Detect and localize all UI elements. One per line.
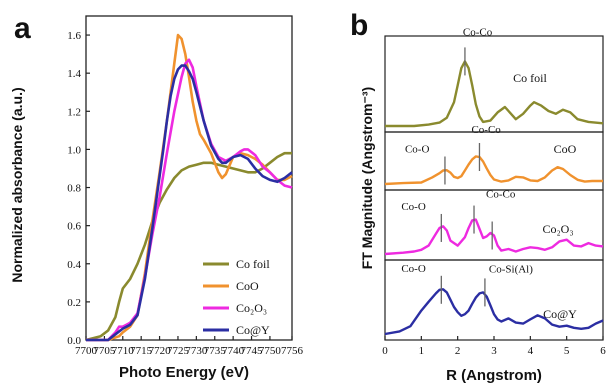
peak-label: Co-Si(Al) bbox=[489, 263, 533, 275]
y-tick-label-a: 0.0 bbox=[67, 335, 81, 347]
peak-label: Co-Co bbox=[463, 26, 493, 38]
x-tick-label-a: 7710 bbox=[112, 345, 135, 357]
y-tick-label-a: 0.6 bbox=[67, 221, 81, 233]
peak-label: Co-O bbox=[401, 201, 426, 213]
series-line-coy bbox=[86, 64, 293, 342]
legend-label: Co@Y bbox=[236, 323, 270, 337]
panel-b: b Co foil Co-Co CoO Co-O Co-Co Co₂O₃ Co-O Co-Co… bbox=[350, 9, 606, 384]
series-lines-a bbox=[85, 33, 293, 342]
subpanel-label: Co@Y bbox=[543, 307, 577, 321]
y-tick-label-a: 0.2 bbox=[67, 297, 81, 309]
x-tick-label-a: 7750 bbox=[259, 345, 282, 357]
y-tick-label-a: 1.2 bbox=[67, 106, 81, 118]
x-tick-label-b: 0 bbox=[382, 345, 388, 357]
panel-label-a: a bbox=[14, 12, 31, 45]
panel-a: a 77007705771077157720772577307735774077… bbox=[9, 12, 304, 381]
y-axis-label-b: FT Magnitude (Angstrom⁻³) bbox=[359, 87, 375, 269]
legend-label: Co foil bbox=[236, 257, 270, 271]
y-tick-label-a: 1.6 bbox=[67, 30, 81, 42]
series-line-coo bbox=[86, 58, 293, 342]
x-tick-label-a: 7735 bbox=[204, 345, 227, 357]
peak-label: Co-Co bbox=[486, 189, 516, 201]
y-tick-label-a: 0.8 bbox=[67, 183, 81, 195]
x-tick-label-b: 5 bbox=[564, 345, 570, 357]
x-tick-label-b: 2 bbox=[455, 345, 461, 357]
plot-frame-a bbox=[85, 15, 293, 341]
x-tick-label-a: 7725 bbox=[167, 345, 190, 357]
x-tick-label-a: 7745 bbox=[241, 345, 264, 357]
series-line-coo bbox=[86, 33, 293, 342]
x-tick-label-a: 7720 bbox=[149, 345, 172, 357]
y-axis-label-a: Normalized absorbance (a.u.) bbox=[9, 87, 25, 282]
subpanels-b: Co foil Co-Co CoO Co-O Co-Co Co₂O₃ Co-O Co-Co Co… bbox=[384, 26, 604, 341]
x-tick-label-b: 6 bbox=[600, 345, 606, 357]
peak-label: Co-O bbox=[401, 263, 426, 275]
axis-ticks-a: 7700770577107715772077257730773577407745… bbox=[67, 30, 303, 357]
subpanel-frame bbox=[384, 131, 604, 191]
peak-label: Co-O bbox=[405, 144, 430, 156]
subpanel-label: Co foil bbox=[513, 71, 547, 85]
axis-ticks-b: 0 1 2 3 4 5 6 bbox=[382, 336, 606, 357]
peak-label: Co-Co bbox=[471, 124, 501, 136]
legend-label: Co₂O₃ bbox=[236, 301, 267, 315]
x-axis-label-b: R (Angstrom) bbox=[446, 367, 542, 384]
x-tick-label-a: 7756 bbox=[281, 345, 304, 357]
ft-curve-coo bbox=[384, 218, 604, 256]
x-tick-label-b: 4 bbox=[528, 345, 534, 357]
x-tick-label-a: 7705 bbox=[93, 345, 116, 357]
x-tick-label-a: 7730 bbox=[185, 345, 208, 357]
x-tick-label-a: 7700 bbox=[75, 345, 98, 357]
subpanel-label: CoO bbox=[554, 142, 577, 156]
y-tick-label-a: 0.4 bbox=[67, 259, 81, 271]
legend-label: CoO bbox=[236, 279, 259, 293]
ft-curve-cofoil bbox=[385, 60, 604, 128]
panel-label-b: b bbox=[350, 9, 368, 42]
x-tick-label-a: 7715 bbox=[130, 345, 153, 357]
x-tick-label-b: 1 bbox=[419, 345, 425, 357]
legend: Co foil CoO Co₂O₃ Co@Y bbox=[203, 257, 270, 337]
subpanel-label: Co₂O₃ bbox=[542, 222, 573, 236]
x-axis-label-a: Photo Energy (eV) bbox=[119, 364, 249, 381]
y-tick-label-a: 1.0 bbox=[67, 144, 81, 156]
x-tick-label-a: 7740 bbox=[222, 345, 245, 357]
x-tick-label-b: 3 bbox=[491, 345, 497, 357]
ft-curve-coo bbox=[384, 155, 603, 186]
y-tick-label-a: 1.4 bbox=[67, 68, 81, 80]
